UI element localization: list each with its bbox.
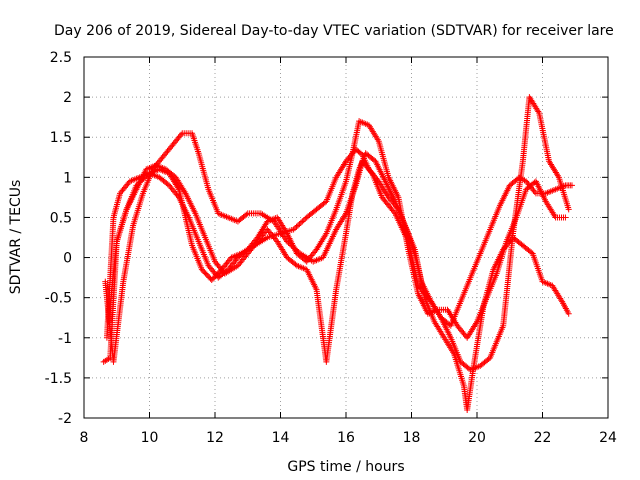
x-tick-label: 14 <box>272 430 290 446</box>
data-point <box>565 206 572 213</box>
x-tick-label: 18 <box>403 430 421 446</box>
y-tick-label: -1.5 <box>45 371 72 387</box>
y-tick-label: -0.5 <box>45 291 72 307</box>
x-axis-label: GPS time / hours <box>287 459 404 475</box>
data-point <box>299 218 306 225</box>
series-4 <box>105 150 572 413</box>
data-point <box>164 181 171 188</box>
x-tick-label: 10 <box>141 430 159 446</box>
x-tick-label: 8 <box>80 430 89 446</box>
chart-title: Day 206 of 2019, Sidereal Day-to-day VTE… <box>54 23 614 39</box>
series-1 <box>100 146 575 365</box>
y-tick-label: 2 <box>63 90 72 106</box>
data-point <box>562 214 569 221</box>
marks-layer <box>100 94 575 413</box>
y-tick-label: 2.5 <box>50 50 72 66</box>
y-tick-label: 0.5 <box>50 210 72 226</box>
y-tick-label: 1.5 <box>50 130 72 146</box>
y-tick-label: -1 <box>58 331 72 347</box>
data-point <box>297 219 304 226</box>
data-point <box>293 223 300 230</box>
data-point <box>528 249 535 256</box>
y-tick-label: -2 <box>58 411 72 427</box>
data-point <box>426 297 433 304</box>
data-point <box>565 310 572 317</box>
data-point <box>296 221 303 228</box>
x-tick-label: 20 <box>468 430 486 446</box>
x-tick-label: 24 <box>599 430 617 446</box>
data-point <box>292 225 299 232</box>
data-point <box>300 217 307 224</box>
data-point <box>390 208 397 215</box>
y-axis-label: SDTVAR / TECUs <box>8 180 24 295</box>
series-2 <box>102 94 572 373</box>
series-3 <box>103 118 569 341</box>
y-tick-label: 0 <box>63 251 72 267</box>
data-point <box>292 261 299 268</box>
data-point <box>243 211 250 218</box>
y-tick-label: 1 <box>63 170 72 186</box>
x-tick-label: 12 <box>206 430 224 446</box>
x-tick-label: 16 <box>337 430 355 446</box>
data-point <box>294 222 301 229</box>
data-point <box>568 182 575 189</box>
x-tick-label: 22 <box>534 430 552 446</box>
ticks-layer: 8 10 12 14 16 18 20 22 24 2.5 2 1.5 1 0.5 0 -0.5 -1 -1.5 -… <box>45 50 617 446</box>
data-point <box>290 226 297 233</box>
